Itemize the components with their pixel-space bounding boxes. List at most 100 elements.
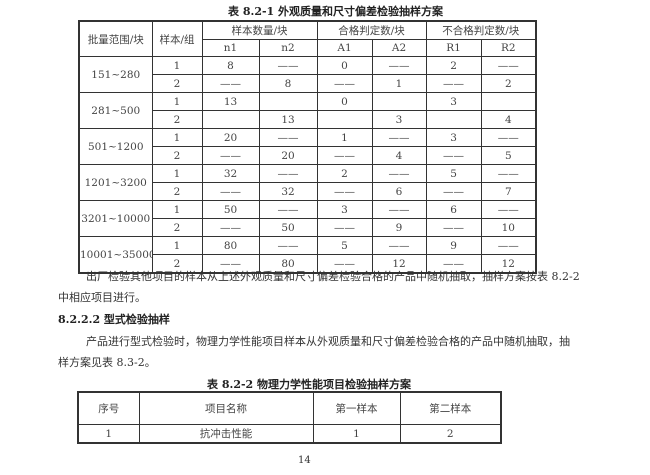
cell-sample-group: 1 bbox=[151, 164, 203, 183]
cell-a1: —— bbox=[316, 254, 373, 274]
table-row: 1 抗冲击性能 1 2 bbox=[77, 424, 502, 444]
cell-a2: —— bbox=[371, 236, 427, 255]
cell-batch-range: 10001~35000 bbox=[78, 236, 153, 274]
cell-n2: —— bbox=[258, 128, 318, 147]
cell-n2: 50 bbox=[258, 218, 318, 237]
sampling-table-appearance: 批量范围/块 样本/组 样本数量/块 合格判定数/块 不合格判定数/块 n1 n… bbox=[78, 20, 538, 274]
header-r1: R1 bbox=[425, 39, 482, 57]
cell-a2: —— bbox=[371, 200, 427, 219]
cell-a1: —— bbox=[316, 218, 373, 237]
cell-n1: —— bbox=[201, 74, 260, 93]
cell-batch-range: 3201~10000 bbox=[78, 200, 153, 237]
cell-a1: 0 bbox=[316, 56, 373, 75]
cell-n1: 13 bbox=[201, 92, 260, 111]
table-row: 281~500 1 13 0 3 bbox=[78, 92, 537, 129]
cell-n1: 50 bbox=[201, 200, 260, 219]
cell-a1: 2 bbox=[316, 164, 373, 183]
cell-item-name: 抗冲击性能 bbox=[138, 424, 314, 444]
cell-a1: 5 bbox=[316, 236, 373, 255]
paragraph1-line1: 出厂检验其他项目的样本从上述外观质量和尺寸偏差检验合格的产品中随机抽取，抽样方案… bbox=[86, 270, 580, 283]
cell-sample-group: 2 bbox=[151, 182, 203, 201]
cell-n2: —— bbox=[258, 236, 318, 255]
header-a1: A1 bbox=[316, 39, 373, 57]
cell-sample-group: 2 bbox=[151, 74, 203, 93]
cell-n1: —— bbox=[201, 218, 260, 237]
table-row: 10001~35000 1 80 —— 5 —— 9 —— bbox=[78, 236, 537, 274]
cell-r2 bbox=[480, 92, 537, 111]
header-a2: A2 bbox=[371, 39, 427, 57]
cell-n1: —— bbox=[201, 146, 260, 165]
cell-a1 bbox=[316, 110, 373, 129]
cell-r2: —— bbox=[480, 56, 537, 75]
cell-r1: —— bbox=[425, 146, 482, 165]
cell-a2: 1 bbox=[371, 74, 427, 93]
cell-batch-range: 151~280 bbox=[78, 56, 153, 93]
cell-a1: —— bbox=[316, 182, 373, 201]
cell-a1: —— bbox=[316, 146, 373, 165]
header-reject-number: 不合格判定数/块 bbox=[425, 20, 537, 40]
table-row: 501~1200 1 20 —— 1 —— 3 —— bbox=[78, 128, 537, 165]
cell-a1: 3 bbox=[316, 200, 373, 219]
cell-r1: —— bbox=[425, 182, 482, 201]
cell-r1: —— bbox=[425, 254, 482, 274]
cell-n2: 20 bbox=[258, 146, 318, 165]
cell-sample-group: 2 bbox=[151, 146, 203, 165]
cell-n2: 32 bbox=[258, 182, 318, 201]
cell-r1: 3 bbox=[425, 128, 482, 147]
cell-r2: 4 bbox=[480, 110, 537, 129]
sampling-table-mechanical: 序号 项目名称 第一样本 第二样本 1 抗冲击性能 1 2 bbox=[77, 391, 502, 444]
header-n1: n1 bbox=[201, 39, 260, 57]
table-row: 2 —— 80 —— 12 —— 12 bbox=[79, 254, 537, 274]
cell-r2: 10 bbox=[480, 218, 537, 237]
header-sample-group: 样本/组 bbox=[151, 20, 203, 57]
cell-r2: —— bbox=[480, 236, 537, 255]
cell-n2: —— bbox=[258, 164, 318, 183]
cell-r2: 7 bbox=[480, 182, 537, 201]
table-row: 2 —— 32 —— 6 —— 7 bbox=[79, 182, 537, 201]
cell-n2: —— bbox=[258, 56, 318, 75]
cell-n1: —— bbox=[201, 182, 260, 201]
cell-n2: 80 bbox=[258, 254, 318, 274]
cell-n2: 13 bbox=[258, 110, 318, 129]
cell-n1: —— bbox=[201, 254, 260, 274]
cell-batch-range: 1201~3200 bbox=[78, 164, 153, 201]
cell-first-sample: 1 bbox=[312, 424, 401, 444]
cell-r1 bbox=[425, 110, 482, 129]
paragraph2-line1: 产品进行型式检验时，物理力学性能项目样本从外观质量和尺寸偏差检验合格的产品中随机… bbox=[86, 335, 570, 348]
cell-batch-range: 281~500 bbox=[78, 92, 153, 129]
cell-r1: 2 bbox=[425, 56, 482, 75]
cell-r2: —— bbox=[480, 128, 537, 147]
cell-a2: —— bbox=[371, 128, 427, 147]
cell-a2: 4 bbox=[371, 146, 427, 165]
page-number: 14 bbox=[298, 455, 311, 466]
header-sample-count: 样本数量/块 bbox=[201, 20, 318, 40]
cell-a2: 12 bbox=[371, 254, 427, 274]
cell-second-sample: 2 bbox=[399, 424, 502, 444]
cell-n2: 8 bbox=[258, 74, 318, 93]
cell-n1: 80 bbox=[201, 236, 260, 255]
cell-r2: 12 bbox=[480, 254, 537, 274]
cell-a2: —— bbox=[371, 164, 427, 183]
cell-a1: 0 bbox=[316, 92, 373, 111]
cell-n1: 8 bbox=[201, 56, 260, 75]
cell-r1: 9 bbox=[425, 236, 482, 255]
cell-n1: 20 bbox=[201, 128, 260, 147]
table-row: 2 —— 20 —— 4 —— 5 bbox=[79, 146, 537, 165]
cell-a1: 1 bbox=[316, 128, 373, 147]
table1-caption: 表 8.2-1 外观质量和尺寸偏差检验抽样方案 bbox=[228, 5, 444, 18]
cell-a1: —— bbox=[316, 74, 373, 93]
cell-serial: 1 bbox=[77, 424, 140, 444]
cell-sample-group: 1 bbox=[151, 128, 203, 147]
cell-sample-group: 2 bbox=[151, 110, 203, 129]
cell-r1: 5 bbox=[425, 164, 482, 183]
cell-a2: 6 bbox=[371, 182, 427, 201]
section-heading: 8.2.2.2 型式检验抽样 bbox=[58, 313, 170, 326]
header-accept-number: 合格判定数/块 bbox=[316, 20, 427, 40]
cell-r2: —— bbox=[480, 164, 537, 183]
paragraph2-line2: 样方案见表 8.3-2。 bbox=[58, 356, 156, 369]
table-row: 2 —— 50 —— 9 —— 10 bbox=[79, 218, 537, 237]
cell-sample-group: 1 bbox=[151, 236, 203, 255]
table-row: 2 13 3 4 bbox=[79, 110, 537, 129]
cell-r2: 2 bbox=[480, 74, 537, 93]
cell-a2: 9 bbox=[371, 218, 427, 237]
